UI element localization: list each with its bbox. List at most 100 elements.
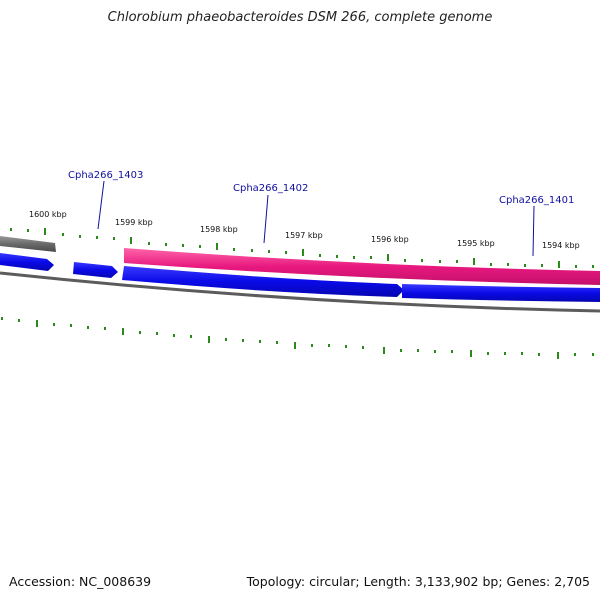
tick-mark <box>592 353 594 356</box>
callout-line <box>263 194 269 244</box>
tick-mark <box>53 323 55 326</box>
tick-mark <box>336 255 338 258</box>
tick-mark <box>592 265 594 268</box>
tick-mark <box>400 349 402 352</box>
gene-label[interactable]: Cpha266_1401 <box>499 195 574 206</box>
tick-mark <box>199 245 201 248</box>
tick-mark <box>285 251 287 254</box>
tick-mark <box>148 242 150 245</box>
tick-mark <box>190 335 192 338</box>
tick-mark <box>139 331 141 334</box>
tick-mark <box>421 259 423 262</box>
tick-mark <box>521 352 523 355</box>
tick-mark <box>456 260 458 263</box>
tick-mark <box>27 229 29 232</box>
tick-mark <box>165 243 167 246</box>
tick-mark <box>122 328 124 335</box>
tick-mark <box>387 254 389 261</box>
tick-mark <box>1 317 3 320</box>
tick-mark <box>104 327 106 330</box>
tick-label-1597: 1597 kbp <box>285 231 323 240</box>
tick-mark <box>451 350 453 353</box>
tick-mark <box>370 256 372 259</box>
map-title: Chlorobium phaeobacteroides DSM 266, com… <box>107 10 493 25</box>
tick-label-1598: 1598 kbp <box>200 225 238 234</box>
tick-label-1600: 1600 kbp <box>29 210 67 219</box>
tick-mark <box>173 334 175 337</box>
tick-mark <box>70 324 72 327</box>
tick-mark <box>353 256 355 259</box>
tick-mark <box>87 326 89 329</box>
tick-label-1596: 1596 kbp <box>371 235 409 244</box>
tick-mark <box>216 243 218 250</box>
reverse-gene-middle[interactable] <box>122 266 404 297</box>
reverse-gene-cpha266-1403[interactable] <box>73 262 118 278</box>
gene-label[interactable]: Cpha266_1402 <box>233 183 308 194</box>
outer-tick-row <box>10 228 594 268</box>
tick-mark <box>96 236 98 239</box>
tick-label-1594: 1594 kbp <box>542 241 580 250</box>
tick-mark <box>242 339 244 342</box>
tick-mark <box>113 237 115 240</box>
forward-gene-pink[interactable] <box>124 248 600 285</box>
tick-mark <box>557 352 559 359</box>
tick-mark <box>225 338 227 341</box>
tick-mark <box>345 345 347 348</box>
backbone-arc <box>0 271 600 313</box>
tick-mark <box>541 264 543 267</box>
tick-mark <box>404 259 406 262</box>
tick-mark <box>538 353 540 356</box>
tick-mark <box>259 340 261 343</box>
tick-mark <box>208 336 210 343</box>
tick-mark <box>574 353 576 356</box>
tick-mark <box>417 349 419 352</box>
tick-mark <box>233 248 235 251</box>
tick-mark <box>302 249 304 256</box>
inner-tick-row <box>1 317 594 359</box>
tick-mark <box>558 261 560 268</box>
gene-callout-cpha266-1402[interactable]: Cpha266_1402 <box>233 183 308 244</box>
tick-mark <box>473 258 475 265</box>
tick-mark <box>130 237 132 244</box>
tick-mark <box>470 350 472 357</box>
tick-mark <box>504 352 506 355</box>
tick-mark <box>156 332 158 335</box>
reverse-gene-left[interactable] <box>0 253 54 271</box>
tick-mark <box>251 249 253 252</box>
tick-mark <box>10 228 12 231</box>
tick-mark <box>362 346 364 349</box>
tick-mark <box>439 260 441 263</box>
accession-label: Accession: NC_008639 <box>9 574 152 589</box>
tick-mark <box>383 347 385 354</box>
tick-mark <box>319 254 321 257</box>
tick-mark <box>182 244 184 247</box>
tick-mark <box>487 352 489 355</box>
tick-mark <box>294 342 296 349</box>
tick-mark <box>507 263 509 266</box>
tick-label-1599: 1599 kbp <box>115 218 153 227</box>
tick-mark <box>575 265 577 268</box>
genome-summary: Topology: circular; Length: 3,133,902 bp… <box>246 574 590 589</box>
tick-mark <box>36 320 38 327</box>
gray-feature[interactable] <box>0 236 56 252</box>
callout-line <box>532 205 535 257</box>
tick-mark <box>524 264 526 267</box>
tick-labels: 1600 kbp 1599 kbp 1598 kbp 1597 kbp 1596… <box>29 210 580 250</box>
callout-line <box>97 180 105 230</box>
tick-mark <box>328 344 330 347</box>
gene-label[interactable]: Cpha266_1403 <box>68 170 143 181</box>
tick-mark <box>62 233 64 236</box>
tick-mark <box>79 235 81 238</box>
tick-mark <box>44 228 46 235</box>
reverse-gene-right[interactable] <box>402 284 600 302</box>
tick-label-1595: 1595 kbp <box>457 239 495 248</box>
tick-mark <box>18 319 20 322</box>
tick-mark <box>434 350 436 353</box>
tick-mark <box>276 341 278 344</box>
tick-mark <box>268 250 270 253</box>
gene-callout-cpha266-1403[interactable]: Cpha266_1403 <box>68 170 143 230</box>
tick-mark <box>490 263 492 266</box>
gene-callout-cpha266-1401[interactable]: Cpha266_1401 <box>499 195 574 257</box>
tick-mark <box>311 344 313 347</box>
